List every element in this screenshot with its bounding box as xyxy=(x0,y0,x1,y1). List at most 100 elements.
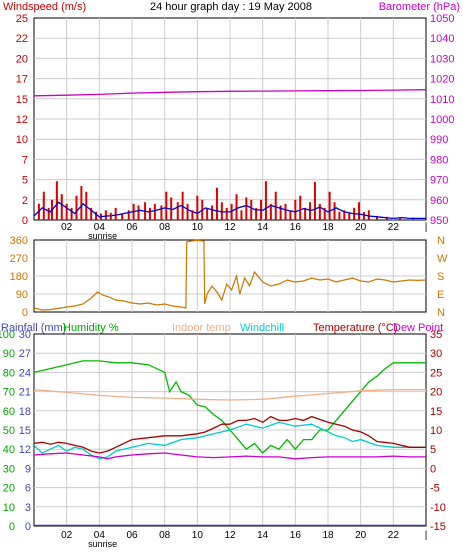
x-tick-label-bottom: 10 xyxy=(192,530,204,541)
legend-rainfall: Rainfall (mm) xyxy=(1,322,66,334)
compass-tick-label: E xyxy=(437,289,444,301)
wind-gust-bar xyxy=(211,205,214,220)
temperature-tick-label: -5 xyxy=(430,483,440,495)
wind-tick-label: 0 xyxy=(22,215,28,227)
wind-gust-bar xyxy=(65,203,68,220)
wind-direction-line xyxy=(33,239,427,311)
x-tick-label-bottom: 08 xyxy=(159,530,171,541)
wind-gust-bar xyxy=(264,181,267,220)
wind-tick-label: 20 xyxy=(16,53,28,65)
wind-tick-label: 2 xyxy=(22,195,28,207)
x-tick-label-top: 12 xyxy=(224,222,236,233)
humidity-tick-label: 60 xyxy=(3,406,15,418)
wind-gust-bar xyxy=(284,203,287,220)
wind-tick-label: 15 xyxy=(16,94,28,106)
barometer-tick-label: 960 xyxy=(430,195,448,207)
wind-tick-label: 17 xyxy=(16,74,28,86)
x-annotation-sunrise: sunrise xyxy=(88,539,117,549)
wind-gust-bar xyxy=(148,207,151,220)
wind-gust-bar xyxy=(176,202,179,220)
wind-gust-bar xyxy=(191,210,194,220)
data-series xyxy=(33,89,427,527)
direction-tick-label: 270 xyxy=(10,253,28,265)
wind-gust-bar xyxy=(186,203,189,220)
wind-gust-bar xyxy=(104,210,107,220)
humidity-line xyxy=(33,360,426,454)
humidity-tick-label: 30 xyxy=(3,463,15,475)
rainfall-tick-label: 0 xyxy=(25,521,31,533)
rainfall-tick-label: 27 xyxy=(19,348,31,360)
wind-gust-bar xyxy=(230,203,233,220)
x-tick-label-bottom: 16 xyxy=(290,530,302,541)
wind-tick-label: 10 xyxy=(16,134,28,146)
wind-tick-label: 7 xyxy=(22,154,28,166)
wind-gust-bar xyxy=(80,186,83,220)
x-tick-label-bottom: 04 xyxy=(94,530,106,541)
wind-gust-bar xyxy=(358,202,361,220)
wind-gust-bar xyxy=(294,199,297,220)
barometer-tick-label: 1000 xyxy=(430,114,454,126)
barometer-tick-label: 1040 xyxy=(430,33,454,45)
humidity-tick-label: 20 xyxy=(3,483,15,495)
compass-tick-label: W xyxy=(437,253,448,265)
legend-humidity: Humidity % xyxy=(63,322,119,334)
x-tick-label-top: | xyxy=(425,222,428,233)
wind-gust-bar xyxy=(362,211,365,220)
wind-average-line xyxy=(33,201,426,220)
wind-gust-bar xyxy=(240,210,243,220)
temperature-tick-label: 5 xyxy=(430,444,436,456)
windchill-line xyxy=(33,421,426,460)
x-tick-label-bottom: 02 xyxy=(61,530,73,541)
temperature-tick-label: 20 xyxy=(430,387,442,399)
wind-gust-bar xyxy=(160,205,163,220)
rainfall-tick-label: 9 xyxy=(25,463,31,475)
humidity-tick-label: 70 xyxy=(3,387,15,399)
humidity-tick-label: 0 xyxy=(9,521,15,533)
wind-gust-bar xyxy=(313,182,316,220)
temperature-tick-label: 30 xyxy=(430,348,442,360)
wind-gust-bar xyxy=(225,207,228,220)
rainfall-tick-label: 30 xyxy=(19,329,31,341)
x-tick-label-bottom: 12 xyxy=(224,530,236,541)
rainfall-tick-label: 15 xyxy=(19,425,31,437)
wind-gust-bar xyxy=(367,210,370,220)
barometer-tick-label: 1010 xyxy=(430,94,454,106)
x-tick-label-bottom: 06 xyxy=(126,530,138,541)
wind-gust-bar xyxy=(309,202,312,220)
x-tick-label-top: 10 xyxy=(192,222,204,233)
wind-tick-label: 12 xyxy=(16,114,28,126)
x-tick-label-top: 18 xyxy=(322,222,334,233)
wind-gust-bar xyxy=(304,207,307,220)
humidity-tick-label: 80 xyxy=(3,367,15,379)
wind-gust-bar xyxy=(398,217,401,220)
legend-windchill: Windchill xyxy=(240,322,284,334)
wind-gust-bar xyxy=(323,207,326,220)
temperature-tick-label: 35 xyxy=(430,329,442,341)
temperature-tick-label: -15 xyxy=(430,521,446,533)
temperature-tick-label: 15 xyxy=(430,406,442,418)
temperature-tick-label: -10 xyxy=(430,502,446,514)
barometer-tick-label: 1050 xyxy=(430,13,454,25)
wind-gust-bar xyxy=(137,205,140,220)
wind-gust-bar xyxy=(255,207,258,220)
dew-point-line xyxy=(33,452,426,460)
direction-tick-label: 90 xyxy=(16,289,28,301)
humidity-tick-label: 40 xyxy=(3,444,15,456)
barometer-axis-title: Barometer (hPa) xyxy=(379,1,460,13)
wind-gust-bar xyxy=(215,187,218,220)
compass-tick-label: N xyxy=(437,307,445,319)
x-tick-label-top: 08 xyxy=(159,222,171,233)
x-tick-label-bottom: 18 xyxy=(322,530,334,541)
barometer-tick-label: 1030 xyxy=(430,53,454,65)
barometer-tick-label: 990 xyxy=(430,134,448,146)
rainfall-tick-label: 6 xyxy=(25,483,31,495)
compass-tick-label: S xyxy=(437,271,444,283)
wind-gust-bar xyxy=(279,205,282,220)
direction-tick-label: 180 xyxy=(10,271,28,283)
humidity-tick-label: 90 xyxy=(3,348,15,360)
rainfall-tick-label: 12 xyxy=(19,444,31,456)
x-tick-label-top: 16 xyxy=(290,222,302,233)
rainfall-tick-label: 24 xyxy=(19,367,31,379)
chart-title: 24 hour graph day : 19 May 2008 xyxy=(150,1,312,13)
legend-indoor-temp: Indoor temp xyxy=(172,322,231,334)
